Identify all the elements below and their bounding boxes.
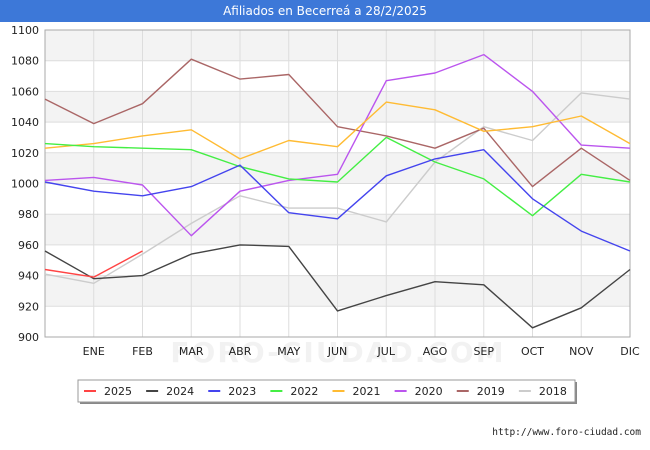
x-axis-ticks: ENE FEB MAR ABR MAY JUN JUL AGO SEP OCT NOV DIC	[83, 345, 640, 358]
series-line-2024	[44, 244, 631, 329]
legend-label-2023: 2023	[228, 385, 256, 398]
series-line-2023	[44, 148, 631, 252]
x-tick-label: ABR	[229, 345, 252, 358]
y-tick-label: 920	[18, 300, 39, 313]
x-tick-label: NOV	[569, 345, 594, 358]
x-tick-label: FEB	[132, 345, 153, 358]
y-axis-ticks: 900 920 940 960 980 1000 1020 1040 1060 1080 1100	[11, 24, 39, 344]
y-tick-label: 900	[18, 331, 39, 344]
x-tick-label: DIC	[620, 345, 640, 358]
series-line-2018	[44, 92, 631, 284]
chart-title: Afiliados en Becerreá a 28/2/2025	[0, 0, 650, 22]
y-tick-label: 1100	[11, 24, 39, 37]
y-tick-label: 1040	[11, 116, 39, 129]
x-tick-label: AGO	[423, 345, 448, 358]
legend-label-2020: 2020	[415, 385, 443, 398]
series-lines	[44, 53, 631, 329]
y-tick-label: 1020	[11, 147, 39, 160]
plot-frame	[44, 29, 631, 338]
watermark-text: FORO-CIUDAD.COM	[170, 336, 505, 369]
series-line-2025	[44, 250, 143, 278]
series-line-2020	[44, 53, 631, 237]
y-tick-label: 940	[18, 270, 39, 283]
y-tick-label: 1000	[11, 178, 39, 191]
legend-label-2019: 2019	[477, 385, 505, 398]
y-tick-label: 1060	[11, 85, 39, 98]
legend-label-2022: 2022	[290, 385, 318, 398]
y-tick-label: 1080	[11, 55, 39, 68]
x-tick-label: MAR	[179, 345, 204, 358]
x-tick-label: OCT	[521, 345, 544, 358]
y-tick-label: 980	[18, 208, 39, 221]
x-tick-label: JUL	[377, 345, 396, 358]
x-tick-label: MAY	[277, 345, 300, 358]
legend-label-2018: 2018	[539, 385, 567, 398]
x-tick-label: ENE	[83, 345, 105, 358]
legend-box	[77, 379, 576, 403]
series-line-2019	[44, 58, 631, 188]
x-tick-label: JUN	[327, 345, 348, 358]
x-tick-label: SEP	[473, 345, 494, 358]
series-line-2022	[44, 136, 631, 217]
legend-label-2025: 2025	[104, 385, 132, 398]
series-line-2021	[44, 101, 631, 160]
legend: 2025 2024 2023 2022 2021 2020 2019 2018	[77, 379, 577, 404]
source-credit: http://www.foro-ciudad.com	[492, 427, 641, 438]
legend-label-2024: 2024	[166, 385, 194, 398]
y-tick-label: 960	[18, 239, 39, 252]
legend-label-2021: 2021	[353, 385, 381, 398]
